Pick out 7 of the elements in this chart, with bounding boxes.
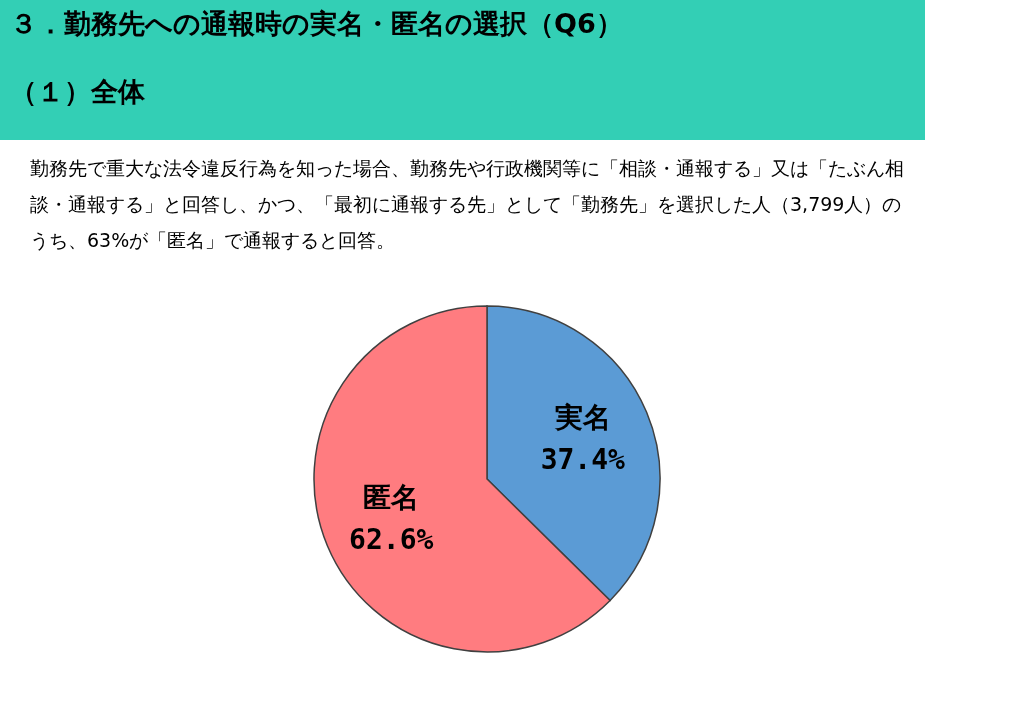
slice-label: 実名 [553,400,611,434]
data-label: 37.4% [540,442,626,476]
chart-title: ３．勤務先への通報時の実名・匿名の選択（Q6） [10,7,623,41]
text: 勤務先で重大な法令違反行為を知った場合、勤務先や行政機関等に「相談・通報する」又は「たぶん相談・通報する」と回答し、かつ、「最初に通報する先」として「勤務先」を選択した人（3,799人）のうち、63%が「匿名」で通報すると回答。 [30,156,905,253]
text: （１）全体 [10,75,145,109]
slice-label: 匿名 [363,481,420,515]
data-label: 62.6% [349,523,434,557]
